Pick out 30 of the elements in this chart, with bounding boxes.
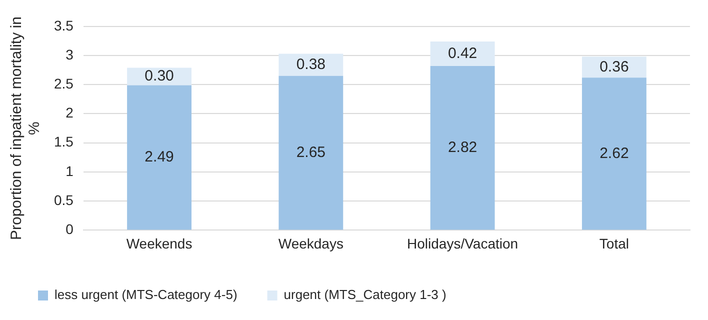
data-label: 2.65 [296,144,326,161]
x-tick-label: Holidays/Vacation [407,235,518,252]
y-tick-label: 3 [66,46,74,62]
legend-label: less urgent (MTS-Category 4-5) [54,287,238,302]
legend-label: urgent (MTS_Category 1-3 ) [284,287,446,302]
y-tick-label: 1.5 [54,134,74,150]
x-tick-label: Weekends [126,235,192,252]
data-label: 2.82 [448,138,478,156]
bar [430,42,495,66]
data-label: 2.62 [600,144,629,162]
data-label: 0.36 [600,58,629,76]
x-tick-label: Total [599,235,629,252]
y-tick-label: 1 [66,162,74,179]
bar [278,54,344,76]
bar [430,66,495,230]
y-tick-label: 0.5 [54,192,74,208]
y-tick-label: 3.5 [54,17,74,34]
data-label: 0.30 [144,68,174,85]
data-label: 0.38 [296,56,326,73]
bar [127,85,192,230]
x-tick-label: Weekdays [278,235,344,252]
y-axis-title: Proportion of inpatient mortality in % [8,16,44,240]
bar [582,78,646,230]
y-tick-label: 2 [66,104,74,121]
y-tick-label: 0 [66,221,74,238]
bar [582,56,646,78]
bar [278,76,344,230]
data-label: 2.49 [144,148,174,166]
data-label: 0.42 [448,44,478,62]
y-tick-label: 2.5 [54,75,74,92]
